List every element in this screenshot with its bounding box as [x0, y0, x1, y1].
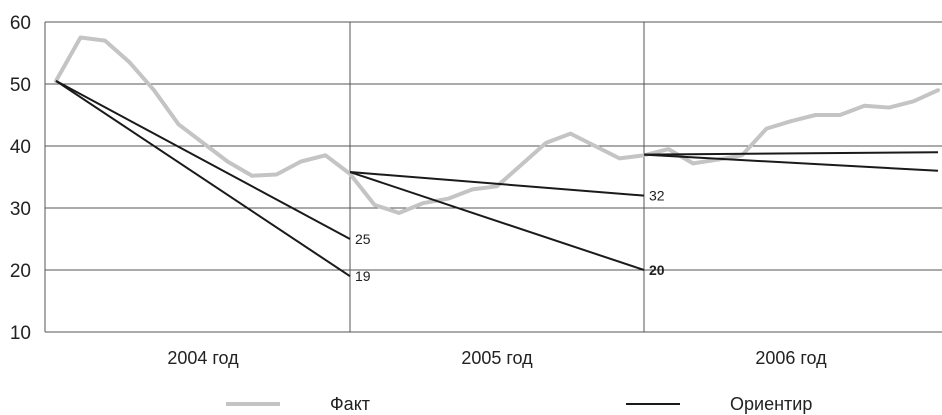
fact-point [668, 148, 669, 150]
fact-point [839, 114, 841, 116]
legend-item-fact: Факт [226, 394, 370, 414]
y-tick-label: 30 [10, 199, 31, 220]
fact-point [129, 61, 130, 63]
fact-point [80, 37, 81, 38]
legend: Факт Ориентир [0, 394, 942, 414]
fact-point [766, 128, 767, 130]
target-label: 19 [355, 268, 371, 284]
fact-point [888, 107, 890, 109]
period-label: 2005 год [461, 348, 533, 368]
fact-point [276, 174, 277, 176]
target-label: 20 [649, 262, 665, 278]
legend-label-fact: Факт [330, 393, 371, 414]
legend-label-target: Ориентир [730, 393, 813, 414]
legend-swatch-target [626, 403, 680, 405]
fact-point [398, 212, 400, 214]
fact-point [153, 89, 155, 91]
fact-point [815, 114, 816, 116]
target-line [349, 171, 645, 271]
y-tick-label: 50 [10, 75, 31, 96]
fact-point [594, 145, 596, 147]
fact-point [447, 198, 449, 200]
legend-swatch-fact [226, 402, 280, 406]
target-series [55, 80, 939, 278]
period-label: 2006 год [755, 348, 827, 368]
chart-grid [44, 21, 942, 333]
fact-point [692, 162, 694, 164]
fact-point [325, 154, 326, 156]
fact-point [545, 142, 547, 144]
fact-point [300, 161, 302, 162]
target-label: 25 [355, 231, 371, 247]
fact-point [570, 133, 571, 135]
fact-point [741, 154, 743, 156]
target-line [643, 151, 939, 156]
fact-point [864, 105, 865, 107]
fact-point [178, 123, 179, 125]
fact-point [349, 173, 351, 175]
y-tick-label: 40 [10, 137, 31, 158]
target-line [643, 153, 939, 172]
fact-point [374, 204, 375, 206]
fact-point [104, 40, 106, 42]
period-labels: 2004 год 2005 год 2006 год [167, 348, 827, 368]
fact-point [913, 100, 914, 102]
target-line [349, 171, 645, 197]
y-tick-label: 60 [10, 13, 31, 34]
fact-point [496, 185, 498, 187]
y-tick-label: 20 [10, 261, 31, 282]
fact-point [472, 188, 473, 190]
fact-point [937, 89, 939, 91]
y-axis-ticks: 10 20 30 40 50 60 [10, 13, 31, 344]
y-tick-label: 10 [10, 323, 31, 344]
line-chart: 10 20 30 40 50 60 2004 год 2005 год 2006 год 25… [10, 13, 942, 368]
legend-item-target: Ориентир [626, 394, 812, 414]
fact-point [790, 120, 792, 122]
target-labels: 251932203936 [355, 188, 665, 285]
fact-point [227, 161, 228, 162]
target-line [55, 80, 351, 240]
fact-point [251, 175, 253, 177]
fact-point [202, 142, 204, 144]
target-line [55, 80, 351, 278]
fact-point [423, 202, 424, 204]
fact-series [54, 35, 940, 215]
period-label: 2004 год [167, 348, 239, 368]
target-label: 32 [649, 188, 665, 204]
fact-point [521, 164, 522, 166]
fact-point [619, 157, 620, 159]
